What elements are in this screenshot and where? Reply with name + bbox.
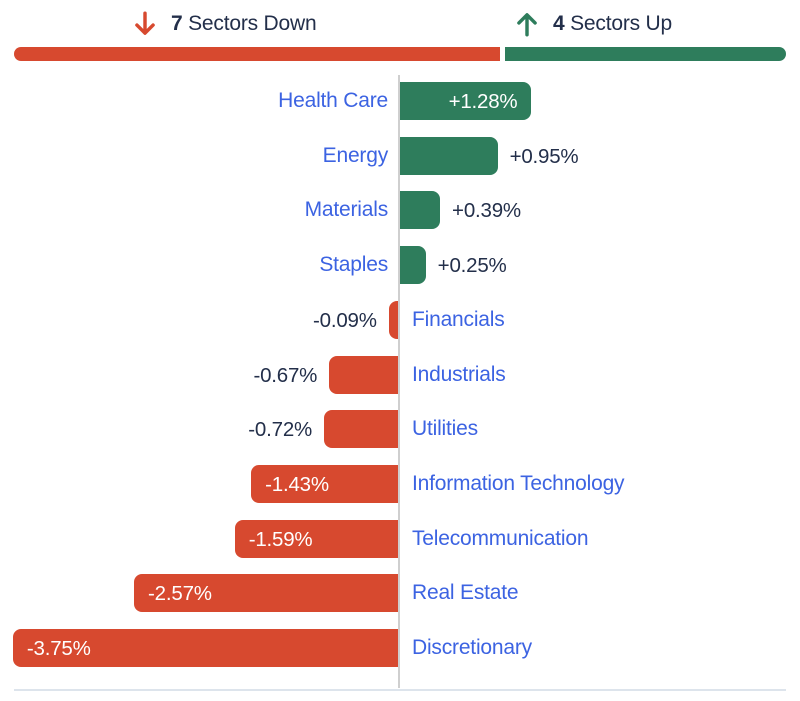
sector-label: Materials (304, 198, 389, 222)
sector-label: Telecommunication (412, 526, 589, 550)
sector-bar (388, 300, 398, 339)
sector-label: Staples (319, 253, 388, 277)
sector-bar (324, 410, 398, 449)
sector-bar (400, 136, 498, 175)
sector-value: -1.59% (248, 527, 313, 551)
sector-bar (400, 82, 532, 120)
sector-value: -0.09% (313, 308, 377, 332)
sector-bar (329, 355, 398, 394)
sector-bar (134, 574, 398, 613)
sector-value: -0.72% (248, 418, 313, 442)
sector-value: +0.39% (452, 199, 521, 223)
bottom-divider-line (14, 689, 786, 691)
sector-bar (400, 246, 426, 285)
sector-value: +1.28% (448, 90, 518, 113)
sector-label: Real Estate (412, 581, 519, 605)
sectors-down-count: 7 (171, 12, 183, 35)
sector-bar (400, 191, 441, 230)
summary-bar-down-segment (14, 47, 500, 61)
sector-bar (234, 519, 398, 558)
summary-bar-up-segment (505, 47, 786, 61)
sector-value: +0.25% (437, 254, 507, 278)
sector-bar (251, 464, 398, 503)
sectors-down-label: Sectors Down (188, 12, 317, 35)
sectors-up-label: Sectors Up (570, 12, 672, 35)
sector-label: Utilities (412, 417, 478, 441)
sector-value: -3.75% (26, 637, 91, 660)
sector-label: Health Care (278, 89, 388, 112)
sectors-up-text: 4 Sectors Up (553, 12, 672, 36)
sectors-up-header: 4 Sectors Up (514, 8, 672, 40)
sector-label: Information Technology (412, 471, 625, 495)
sector-label: Industrials (412, 362, 506, 386)
sectors-down-text: 7 Sectors Down (171, 12, 317, 36)
sectors-down-header: 7 Sectors Down (132, 8, 317, 40)
sector-value: -2.57% (148, 582, 212, 606)
sector-value: -0.67% (253, 363, 318, 387)
zero-axis-line (398, 75, 400, 688)
sector-label: Financials (412, 307, 505, 331)
arrow-up-icon (517, 13, 537, 37)
sector-label: Energy (322, 143, 389, 167)
sector-value: +0.95% (509, 144, 579, 168)
sector-value: -1.43% (265, 472, 329, 496)
sector-label: Discretionary (412, 636, 532, 659)
sector-bar (12, 629, 398, 667)
sectors-up-count: 4 (553, 12, 565, 35)
arrow-down-icon (135, 11, 155, 35)
